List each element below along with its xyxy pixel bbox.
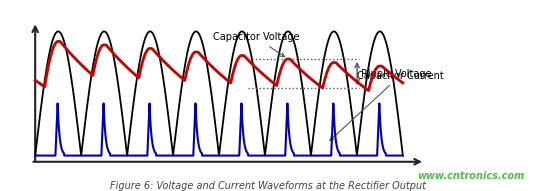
- Text: Capacitor Current: Capacitor Current: [330, 71, 444, 140]
- Text: Ripple Voltage: Ripple Voltage: [361, 69, 432, 79]
- Text: Capacitor Voltage: Capacitor Voltage: [212, 32, 299, 57]
- Text: www.cntronics.com: www.cntronics.com: [417, 172, 524, 181]
- Text: Figure 6: Voltage and Current Waveforms at the Rectifier Output: Figure 6: Voltage and Current Waveforms …: [110, 181, 425, 191]
